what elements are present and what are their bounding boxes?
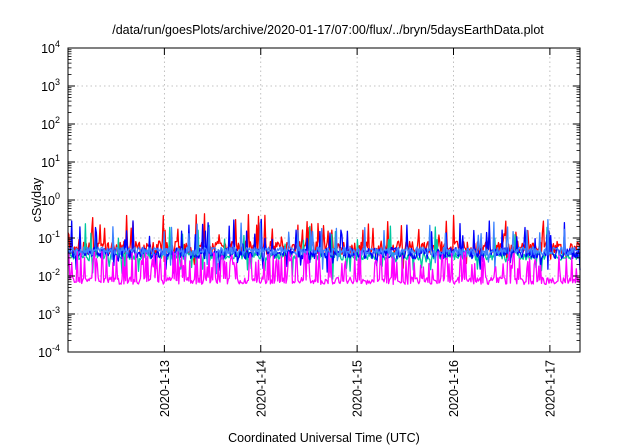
y-tick-exponent: -4 <box>52 343 60 353</box>
y-tick-label: 10-1 <box>38 229 60 246</box>
y-tick-label: 10-2 <box>38 267 60 284</box>
y-tick-exponent: 2 <box>55 115 60 125</box>
y-tick-exponent: 3 <box>55 77 60 87</box>
series-layer <box>67 213 581 286</box>
y-tick-label: 102 <box>41 115 60 132</box>
y-tick-label: 10-4 <box>38 343 60 360</box>
y-tick-exponent: 0 <box>55 191 60 201</box>
y-tick-exponent: -1 <box>52 229 60 239</box>
x-tick-label: 2020-1-17 <box>543 360 557 417</box>
y-tick-label: 103 <box>41 77 60 94</box>
y-axis-label: cSv/day <box>30 177 44 222</box>
y-tick-exponent: 1 <box>55 153 60 163</box>
grid <box>68 48 580 352</box>
chart-title: /data/run/goesPlots/archive/2020-01-17/0… <box>112 23 544 37</box>
y-tick-exponent: -2 <box>52 267 60 277</box>
x-axis: 2020-1-13 2020-1-14 2020-1-15 2020-1-16 2020… <box>158 48 557 417</box>
y-tick-exponent: -3 <box>52 305 60 315</box>
series-line <box>67 218 581 275</box>
y-tick-exponent: 4 <box>55 39 60 49</box>
x-axis-label: Coordinated Universal Time (UTC) <box>228 431 420 445</box>
x-tick-label: 2020-1-13 <box>158 360 172 417</box>
y-tick-label: 104 <box>41 39 60 56</box>
x-tick-label: 2020-1-14 <box>254 360 268 417</box>
x-tick-label: 2020-1-15 <box>351 360 365 417</box>
x-tick-label: 2020-1-16 <box>447 360 461 417</box>
y-tick-label: 10-3 <box>38 305 60 322</box>
series-line <box>67 250 581 286</box>
y-tick-label: 101 <box>41 153 60 170</box>
